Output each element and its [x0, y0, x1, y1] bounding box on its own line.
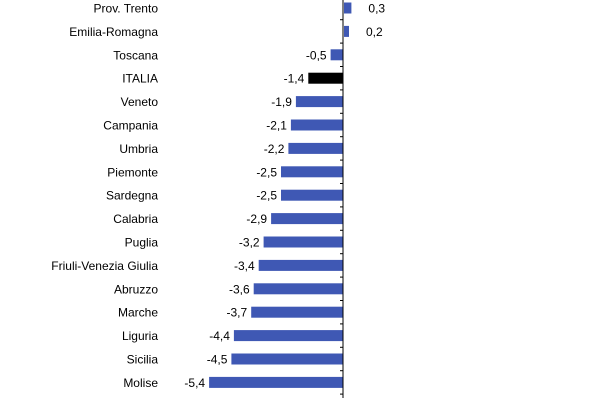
bar: [344, 2, 352, 14]
value-label: -4,5: [207, 353, 228, 367]
category-label: Sardegna: [106, 189, 158, 203]
bar: [263, 236, 343, 248]
value-label: 0,2: [366, 25, 383, 39]
value-label: -2,9: [246, 212, 267, 226]
category-label: Emilia-Romagna: [69, 25, 158, 39]
category-label: Calabria: [113, 212, 158, 226]
category-label: Friuli-Venezia Giulia: [51, 259, 158, 273]
value-label: 0,3: [368, 2, 385, 16]
value-label: -2,5: [256, 165, 277, 179]
value-label: -3,6: [229, 282, 250, 296]
value-label: -2,5: [256, 189, 277, 203]
bar: [344, 25, 349, 37]
category-label: Campania: [103, 119, 158, 133]
value-label: -1,4: [284, 72, 305, 86]
category-label: Umbria: [119, 142, 158, 156]
bar: [295, 96, 343, 108]
bar: [330, 49, 343, 61]
bar-highlight: [308, 72, 343, 84]
bar: [290, 119, 343, 131]
value-label: -1,9: [271, 95, 292, 109]
bar: [231, 353, 343, 365]
value-label: -4,4: [209, 329, 230, 343]
category-label: Toscana: [113, 48, 158, 62]
bar: [253, 283, 343, 295]
bar: [233, 330, 343, 342]
bar: [281, 166, 343, 178]
category-label: Veneto: [121, 95, 159, 109]
category-label: Marche: [118, 306, 158, 320]
category-label: Puglia: [125, 236, 159, 250]
value-label: -2,2: [264, 142, 285, 156]
category-label: ITALIA: [122, 72, 158, 86]
bar: [271, 213, 343, 225]
value-label: -0,5: [306, 48, 327, 62]
category-label: Molise: [123, 376, 158, 390]
category-label: Piemonte: [107, 165, 158, 179]
bar: [288, 142, 343, 154]
category-label: Prov. Trento: [94, 2, 159, 16]
bar: [209, 376, 343, 388]
category-label: Sicilia: [127, 353, 159, 367]
bar: [281, 189, 343, 201]
bar: [251, 306, 343, 318]
category-label: Abruzzo: [114, 282, 158, 296]
value-label: -3,7: [227, 306, 248, 320]
value-label: -2,1: [266, 119, 287, 133]
value-label: -5,4: [184, 376, 205, 390]
category-label: Liguria: [122, 329, 158, 343]
bar: [258, 259, 343, 271]
value-label: -3,4: [234, 259, 255, 273]
value-label: -3,2: [239, 236, 260, 250]
